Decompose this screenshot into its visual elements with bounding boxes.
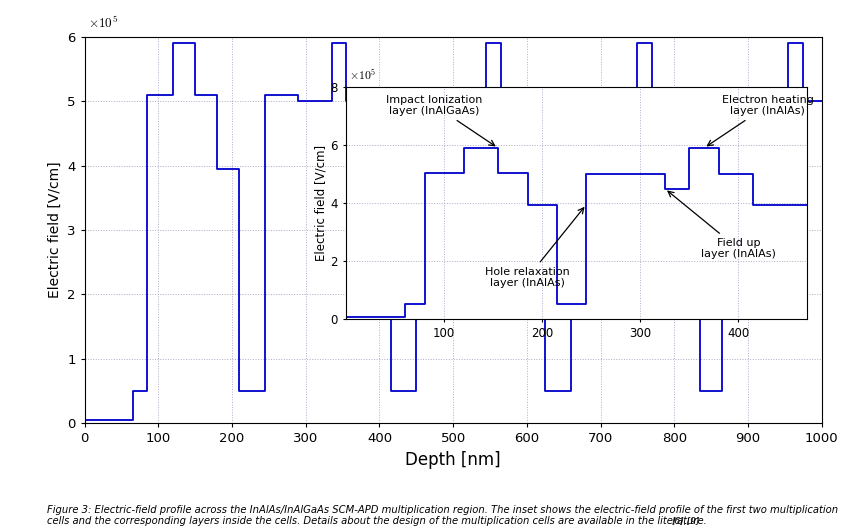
Text: [6],[9]: [6],[9] bbox=[672, 517, 700, 526]
Text: Figure 3: Electric-field profile across the InAlAs/InAlGaAs SCM-APD multiplicati: Figure 3: Electric-field profile across … bbox=[47, 505, 838, 526]
Y-axis label: Electric field [V/cm]: Electric field [V/cm] bbox=[47, 162, 62, 298]
X-axis label: Depth [nm]: Depth [nm] bbox=[406, 451, 501, 469]
Text: $\times10^5$: $\times10^5$ bbox=[88, 15, 119, 31]
